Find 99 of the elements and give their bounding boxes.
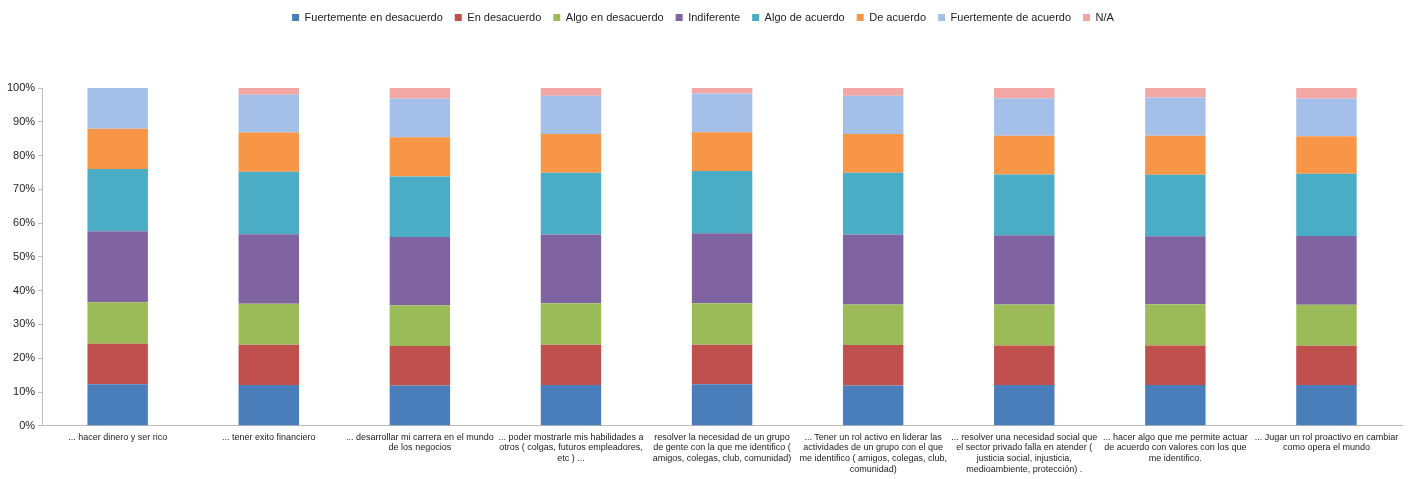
x-tick-label: ... Tener un rol activo en liderar las actividades de un grupo con el que me identifico ( amigos, colegas, club, comunidad)	[799, 431, 947, 475]
bar	[842, 234, 904, 305]
bar	[87, 169, 148, 232]
bar	[540, 133, 602, 173]
bar	[842, 172, 904, 235]
bar	[842, 88, 904, 96]
bar	[842, 133, 904, 173]
bar	[994, 235, 1055, 305]
bar	[691, 384, 753, 426]
x-tick-label: ... resolver una necesidad social que el sector privado falla en atender ( justicia social, injusticia, medioambiente, protección) .	[951, 431, 1098, 475]
bar	[1145, 174, 1206, 237]
bar	[389, 385, 451, 426]
bar	[842, 304, 904, 346]
bar	[389, 176, 451, 237]
legend-label: Fuertemente de acuerdo	[950, 10, 1072, 23]
bar	[389, 88, 451, 99]
y-tick-label: 30%	[13, 317, 36, 330]
bar	[994, 98, 1055, 136]
legend-label: Algo en desacuerdo	[565, 10, 664, 23]
bar	[389, 305, 451, 347]
bar	[238, 384, 299, 426]
bar	[691, 233, 753, 304]
bar	[87, 343, 148, 385]
bar	[994, 88, 1055, 99]
bar	[1296, 304, 1357, 346]
x-tick-label: ... hacer algo que me permite actuar de acuerdo con valores con los que me identifico.	[1103, 431, 1248, 464]
bar	[87, 231, 148, 303]
bar	[540, 172, 602, 235]
x-tick-label: ... hacer dinero y ser rico	[68, 431, 168, 442]
bar	[1296, 235, 1357, 305]
legend-label: De acuerdo	[869, 10, 927, 23]
bar	[842, 385, 904, 426]
legend-label: Fuertemente en desacuerdo	[304, 10, 443, 23]
bar	[238, 303, 299, 345]
bar	[691, 303, 753, 345]
y-tick-label: 40%	[13, 283, 36, 296]
legend-label: En desacuerdo	[467, 10, 542, 23]
bar	[994, 304, 1055, 346]
bar	[540, 384, 602, 426]
bar	[540, 88, 602, 96]
bar	[1145, 236, 1206, 305]
bar	[238, 88, 299, 95]
bar	[238, 234, 299, 304]
bar	[87, 88, 148, 129]
bar	[994, 174, 1055, 236]
bar	[994, 135, 1055, 175]
bar	[1296, 98, 1357, 137]
bar	[540, 234, 602, 304]
bar	[1296, 173, 1357, 236]
bar	[389, 236, 451, 306]
bar	[691, 344, 753, 385]
legend-label: Indiferente	[688, 10, 741, 23]
bar	[691, 88, 753, 94]
y-tick-label: 90%	[13, 114, 36, 127]
bar	[1145, 97, 1206, 136]
x-tick-label: resolver la necesidad de un grupo de gente con la que me identifico ( amigos, colegas, club, comunidad)	[652, 431, 792, 464]
bar	[238, 171, 299, 235]
bar	[994, 384, 1055, 426]
bar	[691, 132, 753, 172]
bar	[1145, 345, 1206, 385]
bar	[691, 171, 753, 234]
bar	[1296, 345, 1357, 385]
bar	[1145, 384, 1206, 426]
bar	[540, 303, 602, 345]
y-tick-label: 50%	[13, 249, 36, 262]
bar	[389, 137, 451, 177]
bar	[1145, 88, 1206, 98]
bar	[87, 384, 148, 426]
bar	[1145, 135, 1206, 175]
bar	[87, 128, 148, 170]
bar	[238, 344, 299, 385]
x-tick-label: ... Jugar un rol proactivo en cambiar como opera el mundo	[1254, 431, 1399, 453]
bar	[389, 346, 451, 386]
bar	[389, 98, 451, 138]
bar	[994, 345, 1055, 385]
bar	[1145, 304, 1206, 346]
y-tick-label: 80%	[13, 148, 36, 161]
bar	[842, 345, 904, 386]
x-tick-label: ... desarrollar mi carrera en el mundo de los negocios	[346, 431, 494, 453]
bar	[1296, 88, 1357, 99]
bar	[842, 95, 904, 134]
y-tick-label: 70%	[13, 182, 36, 195]
bar	[540, 344, 602, 385]
y-tick-label: 60%	[13, 216, 36, 229]
y-tick-label: 20%	[13, 351, 36, 364]
bar	[691, 93, 753, 133]
x-tick-label: ... poder mostrarle mis habilidades a otros ( colgas, futuros empleadores, etc ) ...	[498, 431, 644, 464]
legend-label: Algo de acuerdo	[764, 10, 845, 23]
legend-label: N/A	[1095, 10, 1115, 23]
bar	[1296, 384, 1357, 426]
bar	[1296, 136, 1357, 174]
bar	[238, 132, 299, 172]
y-tick-label: 10%	[13, 385, 36, 398]
bar	[540, 95, 602, 134]
y-tick-label: 0%	[19, 418, 36, 431]
bar	[87, 302, 148, 344]
y-tick-label: 100%	[6, 81, 36, 94]
bar	[238, 94, 299, 133]
x-tick-label: ... tener exito financiero	[222, 431, 316, 442]
